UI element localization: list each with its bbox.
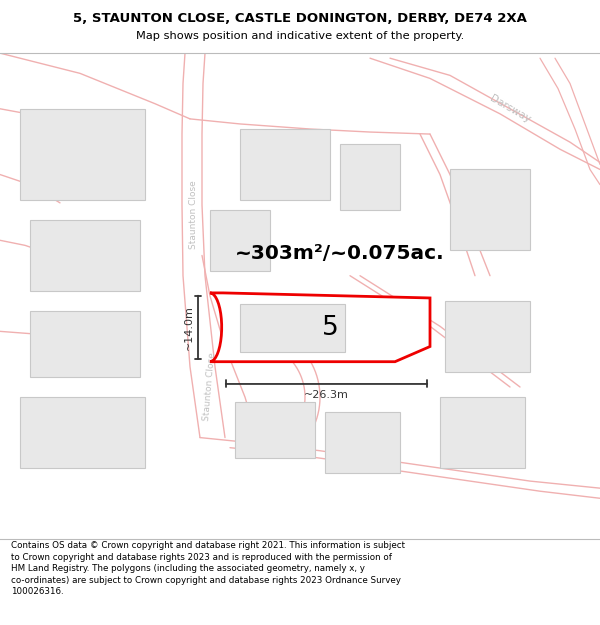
Polygon shape [20, 109, 145, 200]
Text: Staunton Close: Staunton Close [203, 352, 217, 422]
Polygon shape [235, 402, 315, 458]
Polygon shape [440, 397, 525, 468]
Text: Contains OS data © Crown copyright and database right 2021. This information is : Contains OS data © Crown copyright and d… [11, 541, 405, 596]
Text: ~14.0m: ~14.0m [184, 305, 194, 350]
Polygon shape [30, 220, 140, 291]
Polygon shape [240, 129, 330, 200]
Text: 5, STAUNTON CLOSE, CASTLE DONINGTON, DERBY, DE74 2XA: 5, STAUNTON CLOSE, CASTLE DONINGTON, DER… [73, 12, 527, 24]
Text: Map shows position and indicative extent of the property.: Map shows position and indicative extent… [136, 31, 464, 41]
Polygon shape [30, 311, 140, 377]
Polygon shape [325, 412, 400, 473]
Text: Staunton Close: Staunton Close [188, 181, 197, 249]
Polygon shape [240, 304, 345, 352]
Text: 5: 5 [322, 315, 338, 341]
Polygon shape [340, 144, 400, 210]
Text: Darsway: Darsway [488, 93, 532, 124]
Polygon shape [20, 397, 145, 468]
Polygon shape [210, 210, 270, 271]
Polygon shape [445, 301, 530, 372]
Polygon shape [450, 169, 530, 251]
Polygon shape [210, 293, 430, 362]
Text: ~303m²/~0.075ac.: ~303m²/~0.075ac. [235, 244, 445, 263]
Polygon shape [0, 53, 600, 539]
Text: ~26.3m: ~26.3m [304, 390, 349, 400]
